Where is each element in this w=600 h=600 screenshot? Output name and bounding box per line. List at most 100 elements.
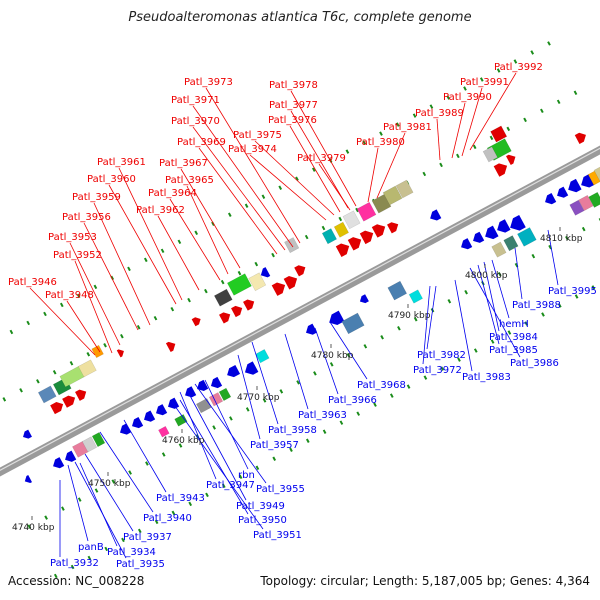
gene-arrow-reverse: [545, 193, 557, 205]
gene-feature: [387, 222, 399, 234]
track-dot: [170, 306, 175, 312]
gene-feature: [578, 194, 594, 211]
gene-arrow-forward: [359, 230, 374, 245]
track-dot: [171, 510, 176, 516]
lower-label-leader: [84, 453, 134, 532]
track-dot: [194, 230, 199, 236]
gene-feature: [461, 238, 473, 250]
label-leader-lines: [29, 72, 559, 559]
upper-gene-label: Patl_3948: [45, 290, 94, 301]
track-dot: [479, 77, 484, 82]
gene-block: [255, 349, 270, 364]
track-dot: [397, 326, 401, 331]
scale-tick-label: 4770 kbp: [237, 393, 280, 403]
lower-gene-label: Patl_3963: [298, 410, 347, 421]
gene-arrow-reverse: [329, 310, 345, 326]
gene-feature: [482, 146, 498, 163]
track-dot: [94, 488, 99, 493]
track-dot: [329, 362, 334, 367]
track-dot: [295, 176, 299, 181]
lower-label-leader: [422, 285, 431, 365]
gene-feature: [197, 379, 209, 391]
upper-label-leader: [83, 222, 139, 331]
gene-arrow-reverse: [359, 294, 369, 304]
gene-feature: [23, 429, 32, 439]
gene-arrow-forward: [506, 154, 516, 165]
gene-block: [578, 194, 594, 211]
gene-arrow-reverse: [197, 379, 209, 391]
gene-feature: [517, 227, 537, 247]
upper-label-leader: [254, 140, 335, 216]
lower-label-leader: [547, 229, 559, 286]
gene-feature: [227, 365, 241, 378]
gene-block: [91, 344, 104, 359]
track-dot: [581, 226, 586, 232]
gene-arrow-forward: [371, 224, 386, 238]
track-dot: [541, 312, 545, 317]
scale-tick-label: 4750 kbp: [88, 479, 131, 489]
gene-arrow-reverse: [260, 267, 271, 278]
upper-gene-label: Patl_3959: [72, 192, 121, 203]
scale-tick-label: 4810 kbp: [540, 234, 583, 244]
gene-block: [37, 385, 57, 404]
gene-block: [226, 273, 252, 296]
lower-gene-label: Patl_3934: [107, 547, 156, 558]
track-dot: [472, 144, 477, 150]
gene-feature: [408, 289, 423, 304]
gene-block: [333, 221, 349, 238]
upper-label-leader: [290, 90, 357, 207]
gene-arrow-reverse: [155, 404, 168, 416]
upper-gene-label: Patl_3961: [97, 157, 146, 168]
gene-arrow-reverse: [244, 361, 259, 375]
gene-block: [503, 235, 519, 252]
lower-gene-label: Patl_3968: [357, 380, 406, 391]
lower-gene-label: Patl_3982: [417, 350, 466, 361]
track-dot: [447, 298, 452, 304]
gene-feature: [430, 209, 442, 221]
lower-gene-label: Patl_3955: [256, 484, 305, 495]
upper-gene-label: Patl_3971: [171, 95, 220, 106]
track-dot: [220, 279, 225, 285]
track-dot: [439, 162, 443, 168]
gene-feature: [78, 359, 97, 378]
gene-arrow-reverse: [497, 219, 511, 233]
gene-arrow-reverse: [557, 186, 569, 198]
lower-label-leader: [187, 391, 247, 501]
lower-label-leader: [491, 259, 510, 319]
track-dot: [574, 294, 579, 299]
gene-block: [174, 414, 188, 427]
track-dot: [296, 380, 300, 385]
topology-label: Topology: circular; Length: 5,187,005 bp…: [260, 574, 590, 588]
track-dot: [506, 126, 511, 132]
gene-feature: [335, 243, 350, 257]
gene-block: [490, 125, 508, 143]
gene-feature: [244, 361, 259, 375]
track-dot: [272, 456, 277, 462]
track-dot: [227, 212, 232, 217]
gene-feature: [218, 387, 232, 402]
track-dot: [229, 416, 233, 421]
track-dot: [254, 261, 259, 267]
gene-feature: [75, 389, 87, 401]
track-dot: [9, 329, 14, 335]
gene-arrow-forward: [191, 317, 201, 327]
gene-block: [382, 185, 403, 206]
upper-label-leader: [376, 132, 406, 199]
track-dot: [412, 113, 417, 118]
upper-label-leader: [108, 184, 177, 305]
lower-gene-label: Patl_3947: [206, 480, 255, 491]
upper-gene-label: Patl_3956: [62, 212, 111, 223]
track-dot: [556, 99, 561, 105]
gene-feature: [568, 178, 582, 193]
upper-gene-label: Patl_3979: [297, 153, 346, 164]
gene-arrow-forward: [62, 395, 76, 408]
track-dot: [237, 270, 242, 276]
track-dot: [530, 50, 535, 55]
upper-gene-label: Patl_3976: [268, 115, 317, 126]
scale-tick-label: 4790 kbp: [388, 311, 431, 321]
track-dot: [422, 171, 427, 177]
track-dot: [161, 452, 166, 457]
gene-feature: [65, 450, 77, 462]
track-dot: [346, 353, 351, 358]
track-dot: [212, 425, 216, 430]
